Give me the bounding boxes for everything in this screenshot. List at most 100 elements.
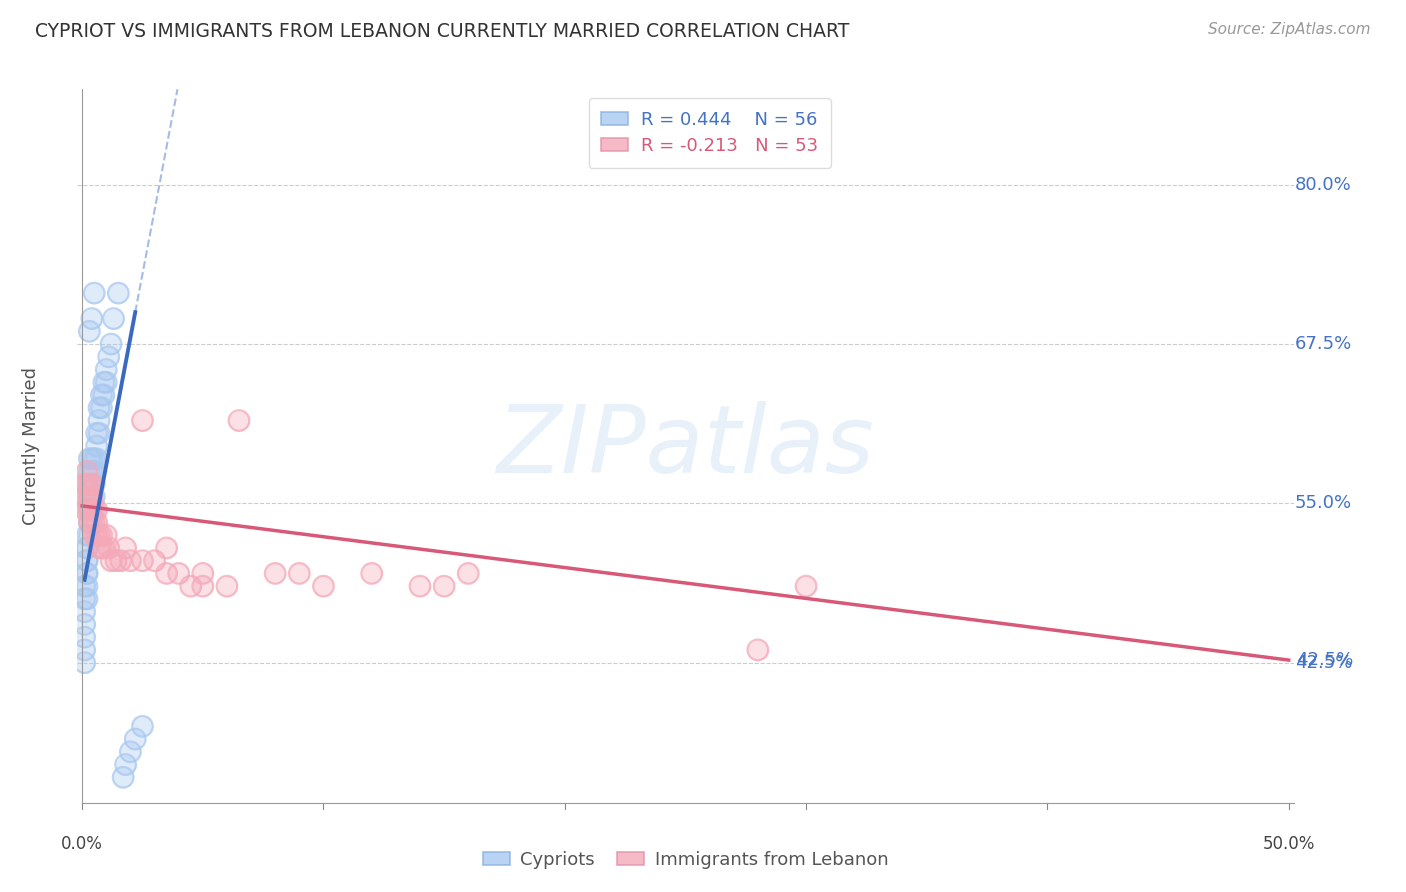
- Point: [76, 477, 98, 491]
- Point: [76, 477, 98, 491]
- Point: [73, 656, 96, 670]
- Point: [86, 502, 108, 516]
- Point: [79, 465, 101, 479]
- Point: [93, 376, 115, 390]
- Point: [79, 477, 101, 491]
- Point: [794, 579, 817, 593]
- Point: [76, 502, 98, 516]
- Point: [114, 757, 136, 772]
- Point: [79, 516, 101, 530]
- Point: [156, 566, 179, 581]
- Point: [83, 465, 105, 479]
- Point: [100, 554, 122, 568]
- Point: [83, 516, 105, 530]
- Point: [83, 528, 105, 542]
- Point: [86, 426, 108, 441]
- Point: [73, 477, 96, 491]
- Point: [76, 566, 98, 581]
- Point: [93, 376, 115, 390]
- Text: 42.5%: 42.5%: [1295, 654, 1353, 672]
- Point: [80, 465, 103, 479]
- Point: [124, 732, 146, 747]
- Point: [76, 465, 98, 479]
- Point: [97, 350, 120, 364]
- Point: [79, 516, 101, 530]
- Point: [80, 490, 103, 504]
- Point: [93, 388, 115, 402]
- Point: [87, 401, 110, 415]
- Point: [87, 426, 110, 441]
- Point: [93, 541, 115, 555]
- Point: [264, 566, 287, 581]
- Point: [83, 286, 105, 301]
- Point: [86, 451, 108, 466]
- Point: [86, 451, 108, 466]
- Point: [79, 502, 101, 516]
- Point: [83, 528, 105, 542]
- Point: [79, 451, 101, 466]
- Point: [96, 376, 118, 390]
- Point: [360, 566, 382, 581]
- Point: [90, 541, 112, 555]
- Point: [76, 541, 98, 555]
- Point: [83, 286, 105, 301]
- Point: [80, 502, 103, 516]
- Point: [86, 426, 108, 441]
- Point: [747, 643, 769, 657]
- Point: [79, 528, 101, 542]
- Point: [80, 477, 103, 491]
- Point: [73, 490, 96, 504]
- Point: [79, 477, 101, 491]
- Point: [76, 554, 98, 568]
- Point: [79, 324, 101, 338]
- Point: [73, 502, 96, 516]
- Point: [76, 528, 98, 542]
- Point: [107, 286, 129, 301]
- Point: [83, 490, 105, 504]
- Point: [103, 311, 125, 326]
- Point: [83, 502, 105, 516]
- Point: [264, 566, 287, 581]
- Point: [83, 477, 105, 491]
- Point: [76, 566, 98, 581]
- Point: [107, 286, 129, 301]
- Point: [80, 490, 103, 504]
- Point: [120, 554, 142, 568]
- Point: [76, 554, 98, 568]
- Point: [110, 554, 132, 568]
- Point: [83, 451, 105, 466]
- Point: [112, 770, 135, 784]
- Point: [80, 477, 103, 491]
- Point: [90, 388, 112, 402]
- Point: [79, 490, 101, 504]
- Point: [433, 579, 456, 593]
- Point: [79, 490, 101, 504]
- Point: [120, 554, 142, 568]
- Point: [156, 566, 179, 581]
- Point: [120, 745, 142, 759]
- Point: [83, 451, 105, 466]
- Point: [96, 528, 118, 542]
- Point: [76, 554, 98, 568]
- Point: [288, 566, 311, 581]
- Point: [90, 401, 112, 415]
- Point: [79, 490, 101, 504]
- Text: CYPRIOT VS IMMIGRANTS FROM LEBANON CURRENTLY MARRIED CORRELATION CHART: CYPRIOT VS IMMIGRANTS FROM LEBANON CURRE…: [35, 22, 849, 41]
- Point: [80, 516, 103, 530]
- Point: [228, 413, 250, 427]
- Point: [73, 591, 96, 606]
- Point: [104, 554, 127, 568]
- Point: [86, 439, 108, 453]
- Point: [79, 502, 101, 516]
- Point: [87, 413, 110, 427]
- Point: [73, 630, 96, 644]
- Point: [90, 528, 112, 542]
- Text: 55.0%: 55.0%: [1295, 494, 1351, 512]
- Point: [76, 554, 98, 568]
- Text: 42.5%: 42.5%: [1296, 651, 1353, 669]
- Point: [87, 528, 110, 542]
- Point: [747, 643, 769, 657]
- Point: [87, 413, 110, 427]
- Point: [457, 566, 479, 581]
- Point: [80, 465, 103, 479]
